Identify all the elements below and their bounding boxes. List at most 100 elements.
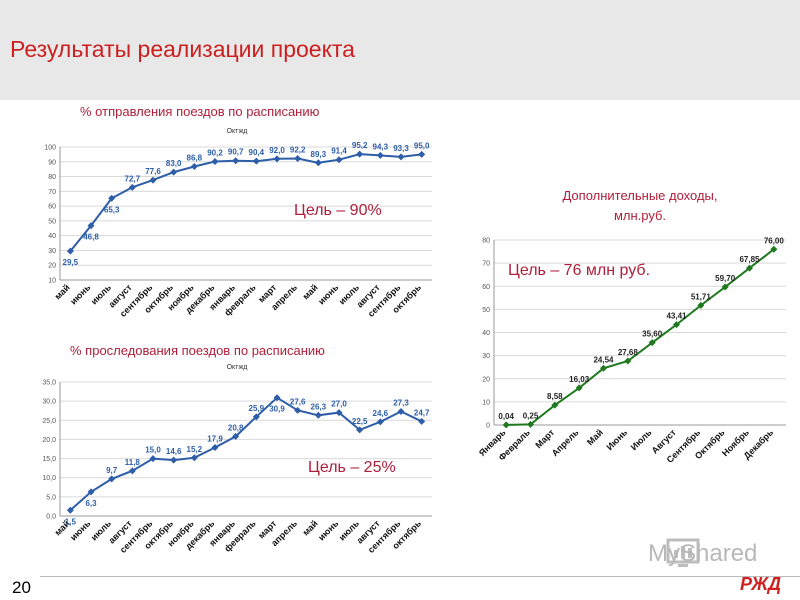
chart2-ytick: 15,0 <box>42 456 56 463</box>
chart3-point <box>502 421 510 429</box>
chart1-point <box>211 157 219 165</box>
chart3-xtick: Апрель <box>550 427 581 458</box>
chart1-point <box>252 157 260 165</box>
watermark-text: MyShared <box>648 540 758 567</box>
chart2-ytick: 10,0 <box>42 475 56 482</box>
chart2-data-label: 24,7 <box>414 408 430 417</box>
chart1-ytick: 100 <box>44 145 56 152</box>
chart2-point <box>170 456 178 464</box>
chart1-data-label: 86,8 <box>187 154 203 163</box>
chart1-point <box>376 151 384 159</box>
chart1-data-label: 90,2 <box>207 148 223 157</box>
chart1-data-label: 90,4 <box>249 148 265 157</box>
chart2-point <box>335 409 343 417</box>
chart1-point <box>66 247 74 255</box>
chart1-data-label: 91,4 <box>331 147 347 156</box>
chart3-data-label: 0,25 <box>523 411 539 420</box>
chart2-data-label: 22,5 <box>352 417 368 426</box>
rzd-logo: РЖД <box>740 574 782 594</box>
chart2-point <box>314 411 322 419</box>
chart1-data-label: 83,0 <box>166 159 182 168</box>
chart3-ytick: 30 <box>482 353 490 360</box>
chart2-point <box>211 443 219 451</box>
chart3-ytick: 80 <box>482 238 490 245</box>
chart1-point <box>87 222 95 230</box>
chart3-data-label: 51,71 <box>691 292 712 301</box>
chart1-data-label: 29,5 <box>63 258 79 267</box>
chart1-point <box>294 155 302 163</box>
chart1-point <box>232 157 240 165</box>
chart2-point <box>376 418 384 426</box>
chart3-data-label: 43,41 <box>666 312 687 321</box>
chart2-data-label: 27,3 <box>393 398 409 407</box>
chart1-data-label: 95,2 <box>352 141 368 150</box>
chart1-point <box>170 168 178 176</box>
chart3-title: Дополнительные доходы, <box>562 188 718 203</box>
chart1-data-label: 93,3 <box>393 144 409 153</box>
chart1-data-label: 77,6 <box>145 167 161 176</box>
chart2-data-label: 20,8 <box>228 423 244 432</box>
header-bar <box>0 0 800 100</box>
chart3-point <box>697 301 705 309</box>
chart2-data-label: 1,5 <box>65 517 77 526</box>
chart2-point <box>232 432 240 440</box>
chart3-ytick: 10 <box>482 399 490 406</box>
chart2-point <box>273 394 281 402</box>
chart2-point <box>252 413 260 421</box>
chart1-series-label: Октжд <box>227 128 248 135</box>
chart2-title: % проследования поездов по расписанию <box>70 343 325 358</box>
chart3-xtick: Июнь <box>604 427 629 452</box>
chart3-goal: Цель – 76 млн руб. <box>508 262 651 279</box>
chart3-ytick: 20 <box>482 376 490 383</box>
chart2-data-label: 14,6 <box>166 447 182 456</box>
chart1-ytick: 60 <box>48 204 56 211</box>
chart1-ytick: 70 <box>48 189 56 196</box>
chart1-ytick: 20 <box>48 263 56 270</box>
chart2-point <box>418 417 426 425</box>
chart3-point <box>575 384 583 392</box>
chart2-point <box>128 467 136 475</box>
chart1-ytick: 80 <box>48 174 56 181</box>
chart2-goal: Цель – 25% <box>308 459 396 476</box>
chart3-title-block: Дополнительные доходы, млн.руб. <box>520 186 760 226</box>
chart2-data-label: 15,0 <box>145 446 161 455</box>
chart1-point <box>397 153 405 161</box>
chart1-series-line <box>69 153 422 252</box>
chart2-ytick: 20,0 <box>42 437 56 444</box>
chart2-data-label: 11,8 <box>125 458 141 467</box>
chart3-data-label: 16,03 <box>569 375 590 384</box>
chart3-xtick: Май <box>585 427 605 447</box>
chart3-data-label: 76,00 <box>764 236 785 245</box>
chart1-ytick: 90 <box>48 159 56 166</box>
chart3-ytick: 70 <box>482 261 490 268</box>
chart3-point <box>527 420 534 428</box>
chart1-point <box>418 150 426 158</box>
chart2-data-label: 6,3 <box>85 499 97 508</box>
chart2-data-label: 25,9 <box>249 404 265 413</box>
chart3-point <box>746 264 753 272</box>
chart1-data-label: 92,2 <box>290 146 306 155</box>
chart2-ytick: 5,0 <box>46 494 56 501</box>
chart1-point <box>335 156 343 164</box>
chart1-ytick: 50 <box>48 218 56 225</box>
chart2-data-label: 24,6 <box>373 409 389 418</box>
chart3-subtitle: млн.руб. <box>613 208 667 223</box>
chart2-ytick: 35,0 <box>42 380 56 387</box>
chart1-data-label: 46,8 <box>83 233 99 242</box>
chart3-ytick: 50 <box>482 307 490 314</box>
chart2-data-label: 27,6 <box>290 397 306 406</box>
chart2-point <box>87 488 95 496</box>
chart3-ytick: 40 <box>482 330 490 337</box>
chart1-data-label: 94,3 <box>373 142 389 151</box>
chart2-data-label: 27,0 <box>331 400 347 409</box>
chart1-data-label: 89,3 <box>311 150 327 159</box>
chart1-point <box>273 155 281 163</box>
chart2-point <box>190 454 198 462</box>
chart3-data-label: 8,58 <box>547 392 563 401</box>
chart1-data-label: 95,0 <box>414 141 430 150</box>
chart3-data-label: 67,85 <box>739 255 760 264</box>
chart2-series-label: Октжд <box>227 364 248 371</box>
chart2-ytick: 25,0 <box>42 418 56 425</box>
